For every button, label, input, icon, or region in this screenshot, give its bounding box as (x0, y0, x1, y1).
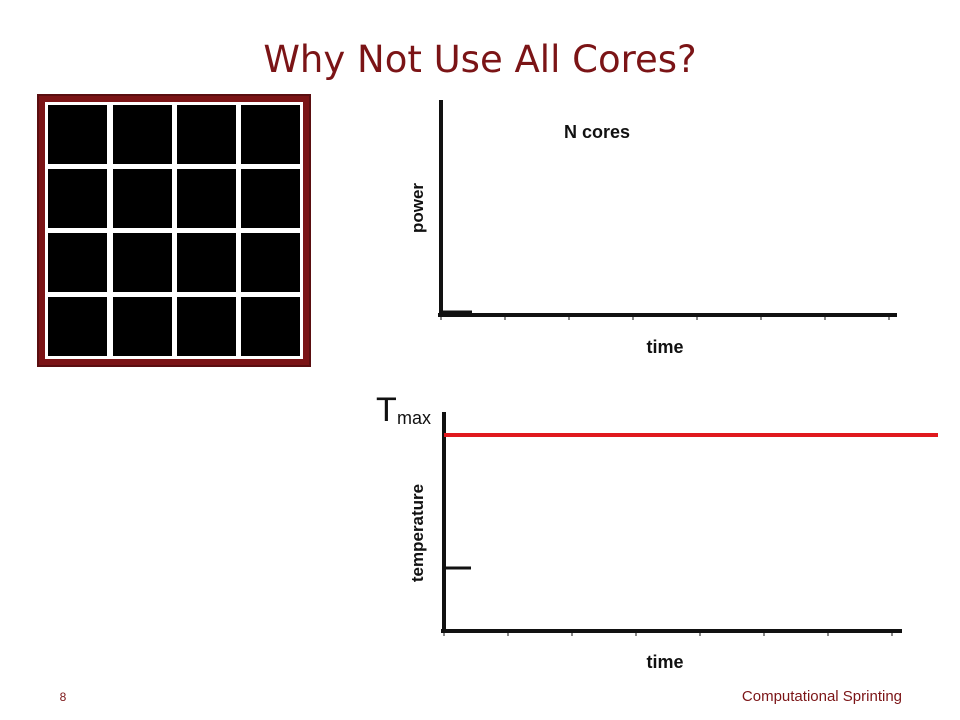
core (113, 105, 172, 164)
core (241, 233, 300, 292)
x-label: time (646, 337, 683, 357)
core (48, 297, 107, 356)
ticks (440, 315, 890, 320)
core (241, 297, 300, 356)
core (48, 233, 107, 292)
temperature-plot (441, 412, 938, 636)
core-grid (37, 94, 311, 367)
core (177, 233, 236, 292)
core (113, 297, 172, 356)
power-plot (438, 100, 897, 320)
tmax-subscript: max (397, 408, 431, 428)
core (177, 169, 236, 228)
core (48, 105, 107, 164)
core (113, 233, 172, 292)
series-label: N cores (564, 122, 630, 142)
x-label: time (646, 652, 683, 672)
core (113, 169, 172, 228)
core (241, 169, 300, 228)
page-number: 8 (60, 690, 67, 704)
cores (48, 105, 300, 356)
core (241, 105, 300, 164)
core (177, 297, 236, 356)
ticks (443, 631, 893, 636)
tmax-symbol: T (376, 391, 397, 429)
core (48, 169, 107, 228)
core (177, 105, 236, 164)
footer-title: Computational Sprinting (742, 688, 902, 705)
y-label: power (408, 183, 427, 233)
slide-title: Why Not Use All Cores? (263, 38, 696, 81)
y-label: temperature (408, 484, 427, 582)
